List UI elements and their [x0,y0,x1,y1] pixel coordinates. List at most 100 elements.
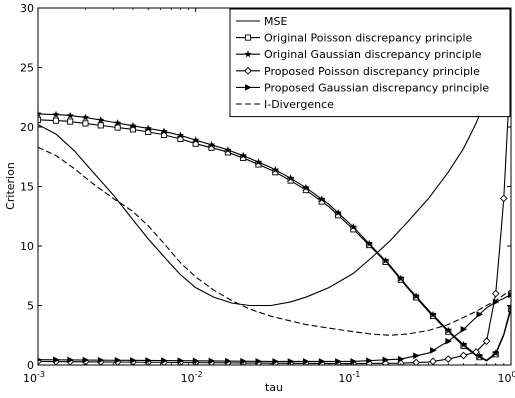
data-point [413,352,420,360]
x-axis-label: tau [265,381,283,394]
data-point [130,357,137,364]
data-point [444,326,453,334]
data-point [207,140,216,149]
data-point [67,118,74,125]
data-point [160,127,168,135]
data-point [397,274,405,282]
data-point [381,256,390,264]
data-point [113,119,122,127]
data-point [224,146,232,154]
data-point [191,136,200,144]
legend-label: Original Gaussian discrepancy principle [264,48,482,61]
y-tick-label: 20 [20,121,34,134]
data-point [114,356,122,364]
legend-marker [244,50,252,58]
x-tick-label: 100 [497,370,515,385]
data-point [97,356,105,364]
data-point [317,195,326,203]
x-tick-label: 10-1 [338,370,360,385]
series-line [38,16,511,307]
legend-item: Original Poisson discrepancy principle [236,32,473,45]
data-point [224,357,232,365]
data-point [96,116,105,124]
data-point [82,120,89,127]
data-point [491,349,500,357]
legend-label: I-Divergence [264,98,334,111]
legend-box [229,8,511,118]
data-point [508,291,511,299]
data-point [302,183,310,191]
data-point [334,208,342,217]
legend-item: Proposed Gaussian discrepancy principle [236,81,489,94]
y-tick-label: 25 [20,62,34,75]
data-point [287,358,295,365]
data-point [412,358,420,365]
data-point [472,348,480,356]
y-tick-label: 0 [27,359,34,372]
data-point [397,355,405,363]
y-tick-label: 30 [20,2,34,15]
data-point [476,311,484,318]
data-point [66,111,74,119]
y-axis-label: Criterion [4,162,17,210]
data-point [52,117,60,124]
series-line [38,119,511,362]
data-point [302,358,310,365]
legend-item: Original Gaussian discrepancy principle [236,48,482,61]
data-point [335,358,342,365]
data-point [499,194,508,203]
data-point [52,110,60,118]
data-point [177,357,185,365]
data-point [144,124,152,132]
data-point [272,358,279,365]
data-point [254,158,263,166]
data-point [491,289,500,298]
data-point [430,347,437,354]
data-point [129,121,137,130]
series-line [38,146,511,336]
data-point [176,131,185,139]
data-point [382,356,390,364]
data-point [412,292,420,300]
y-tick-label: 10 [20,240,34,253]
x-tick-label: 10-3 [23,370,45,385]
data-point [365,239,373,247]
data-point [459,340,468,348]
series-4 [38,291,511,365]
data-point [97,122,104,129]
legend-item: Proposed Poisson discrepancy principle [236,65,480,78]
data-point [239,151,247,159]
data-point [240,357,247,365]
y-tick-label: 15 [20,181,34,194]
data-point [459,351,468,360]
legend-marker [244,34,252,41]
data-point [318,358,326,365]
data-point [349,222,358,231]
series-0 [38,16,511,307]
data-point [445,337,452,345]
data-point [82,356,90,364]
data-point [271,165,280,174]
legend-label: Proposed Poisson discrepancy principle [264,65,480,78]
series-line [38,53,511,365]
data-point [460,326,468,333]
x-tick-label: 10-2 [181,370,203,385]
legend-label: MSE [264,15,287,28]
data-point [444,355,453,363]
data-point [396,359,405,365]
data-point [114,124,121,131]
data-point [482,337,491,346]
data-point [255,358,263,365]
legend-marker [245,84,252,91]
data-point [429,310,437,319]
data-point [145,357,152,364]
series-5 [38,146,511,336]
legend-marker [244,66,252,75]
data-point [208,357,216,365]
legend-item: I-Divergence [236,98,334,111]
data-point [161,357,168,364]
y-tick-label: 5 [27,300,34,313]
data-point [38,109,42,118]
series-layer [38,16,511,365]
